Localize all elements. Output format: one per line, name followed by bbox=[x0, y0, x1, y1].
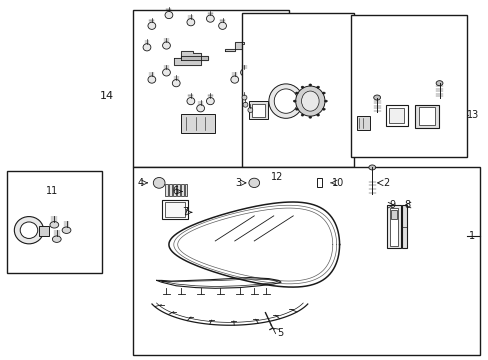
Ellipse shape bbox=[52, 236, 61, 242]
Ellipse shape bbox=[295, 108, 298, 110]
Text: 5: 5 bbox=[276, 328, 283, 338]
Polygon shape bbox=[224, 42, 244, 51]
Bar bbox=[168, 184, 171, 196]
Bar bbox=[180, 184, 183, 196]
Ellipse shape bbox=[247, 108, 252, 113]
Text: 10: 10 bbox=[331, 178, 344, 188]
Text: 13: 13 bbox=[466, 111, 478, 121]
Text: 9: 9 bbox=[389, 200, 395, 210]
Ellipse shape bbox=[316, 114, 319, 116]
Ellipse shape bbox=[186, 98, 194, 105]
Bar bbox=[401, 205, 407, 248]
Text: 7: 7 bbox=[182, 207, 188, 217]
Ellipse shape bbox=[62, 227, 71, 233]
Ellipse shape bbox=[172, 80, 180, 87]
Ellipse shape bbox=[243, 102, 247, 107]
Text: 8: 8 bbox=[404, 200, 410, 210]
Bar bbox=[385, 105, 407, 126]
Ellipse shape bbox=[50, 222, 59, 228]
Text: 14: 14 bbox=[100, 91, 114, 101]
Polygon shape bbox=[157, 278, 281, 288]
Ellipse shape bbox=[293, 100, 296, 102]
Ellipse shape bbox=[148, 76, 156, 83]
Bar bbox=[133, 10, 289, 167]
Ellipse shape bbox=[308, 84, 311, 86]
Bar bbox=[418, 107, 434, 126]
Ellipse shape bbox=[186, 19, 194, 26]
Ellipse shape bbox=[373, 95, 380, 100]
Bar bbox=[249, 101, 267, 119]
Ellipse shape bbox=[268, 84, 303, 118]
Bar bbox=[350, 15, 466, 157]
Text: 3: 3 bbox=[235, 178, 241, 188]
Ellipse shape bbox=[301, 86, 304, 88]
Bar bbox=[184, 184, 187, 196]
Ellipse shape bbox=[164, 12, 172, 19]
Bar bbox=[172, 184, 175, 196]
Bar bbox=[39, 226, 49, 235]
Text: 11: 11 bbox=[46, 186, 58, 196]
Bar bbox=[242, 13, 353, 167]
Bar bbox=[252, 104, 264, 117]
Ellipse shape bbox=[20, 222, 38, 238]
Text: 12: 12 bbox=[270, 172, 283, 182]
Ellipse shape bbox=[301, 114, 304, 116]
Ellipse shape bbox=[218, 22, 226, 30]
Bar bbox=[356, 116, 369, 130]
Polygon shape bbox=[173, 51, 200, 65]
Ellipse shape bbox=[14, 217, 43, 244]
Ellipse shape bbox=[143, 44, 151, 51]
Ellipse shape bbox=[162, 69, 170, 76]
Text: 2: 2 bbox=[382, 178, 388, 188]
Bar bbox=[133, 167, 479, 355]
Text: 6: 6 bbox=[172, 186, 178, 197]
Text: 1: 1 bbox=[468, 231, 474, 240]
Ellipse shape bbox=[308, 116, 311, 118]
Ellipse shape bbox=[274, 89, 297, 113]
Bar bbox=[414, 105, 438, 128]
Ellipse shape bbox=[230, 76, 238, 83]
Ellipse shape bbox=[316, 86, 319, 88]
Ellipse shape bbox=[196, 105, 204, 112]
Text: 4: 4 bbox=[137, 178, 143, 188]
Ellipse shape bbox=[162, 42, 170, 49]
Ellipse shape bbox=[324, 100, 327, 102]
Ellipse shape bbox=[206, 15, 214, 22]
Bar bbox=[316, 178, 321, 187]
Bar bbox=[390, 211, 396, 220]
Ellipse shape bbox=[295, 86, 325, 116]
Bar bbox=[386, 205, 400, 248]
Ellipse shape bbox=[301, 91, 319, 111]
Bar bbox=[6, 171, 102, 273]
Ellipse shape bbox=[240, 69, 248, 76]
Ellipse shape bbox=[206, 98, 214, 105]
Ellipse shape bbox=[242, 95, 246, 100]
Bar bbox=[164, 202, 185, 217]
Ellipse shape bbox=[322, 108, 325, 110]
Ellipse shape bbox=[148, 22, 156, 30]
Bar bbox=[181, 114, 215, 134]
Bar bbox=[389, 208, 397, 246]
Ellipse shape bbox=[322, 92, 325, 94]
Ellipse shape bbox=[248, 178, 259, 188]
Ellipse shape bbox=[368, 165, 375, 170]
Ellipse shape bbox=[295, 92, 298, 94]
Polygon shape bbox=[181, 56, 207, 60]
Bar bbox=[388, 108, 404, 123]
Bar bbox=[164, 184, 167, 196]
Bar bbox=[161, 200, 188, 220]
Ellipse shape bbox=[153, 177, 164, 188]
Bar bbox=[176, 184, 179, 196]
Ellipse shape bbox=[435, 81, 442, 86]
